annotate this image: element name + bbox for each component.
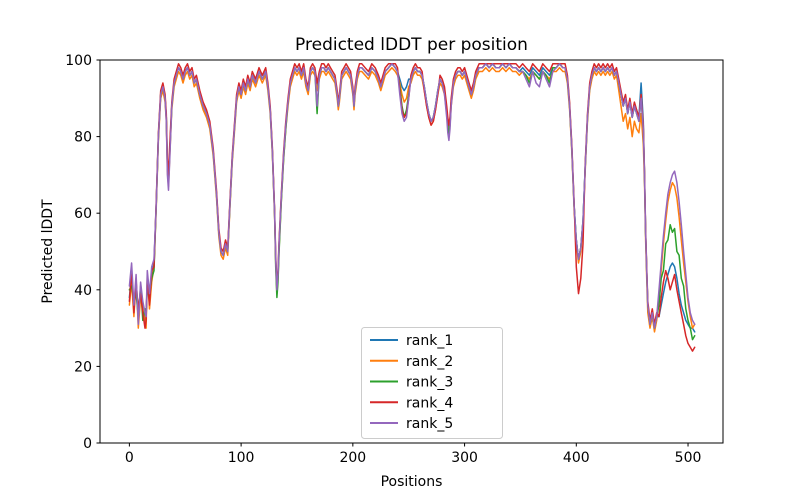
series-line-rank_3 — [128, 63, 696, 341]
legend-label-rank_3: rank_3 — [406, 375, 453, 391]
x-axis-label: Positions — [381, 474, 443, 490]
y-axis-label: Predicted lDDT — [40, 199, 56, 304]
plot-frame — [99, 59, 724, 444]
x-tick-label: 400 — [563, 450, 590, 466]
y-tick-label: 100 — [65, 53, 92, 69]
y-tick-label: 0 — [83, 436, 92, 452]
series-line-rank_4 — [128, 63, 696, 352]
series-line-rank_5 — [128, 63, 696, 329]
y-tick-label: 80 — [74, 130, 92, 146]
y-tick-label: 60 — [74, 206, 92, 222]
chart-title: Predicted lDDT per position — [295, 35, 528, 55]
series-line-rank_1 — [128, 63, 696, 333]
legend-label-rank_1: rank_1 — [406, 333, 453, 349]
y-tick-label: 40 — [74, 283, 92, 299]
x-tick-label: 100 — [228, 450, 255, 466]
legend: rank_1 rank_2 rank_3 rank_4 rank_5 — [361, 327, 503, 439]
series-line-rank_2 — [128, 66, 696, 333]
y-tick-label: 20 — [74, 359, 92, 375]
x-tick-label: 200 — [339, 450, 366, 466]
legend-box — [361, 327, 503, 439]
plot-area: 0 100 200 300 400 500 0 20 40 60 80 100 — [65, 53, 724, 466]
legend-label-rank_5: rank_5 — [406, 416, 453, 432]
x-tick-label: 0 — [125, 450, 134, 466]
legend-label-rank_4: rank_4 — [406, 395, 453, 411]
x-tick-label: 500 — [675, 450, 702, 466]
x-tick-label: 300 — [451, 450, 478, 466]
legend-label-rank_2: rank_2 — [406, 354, 453, 370]
